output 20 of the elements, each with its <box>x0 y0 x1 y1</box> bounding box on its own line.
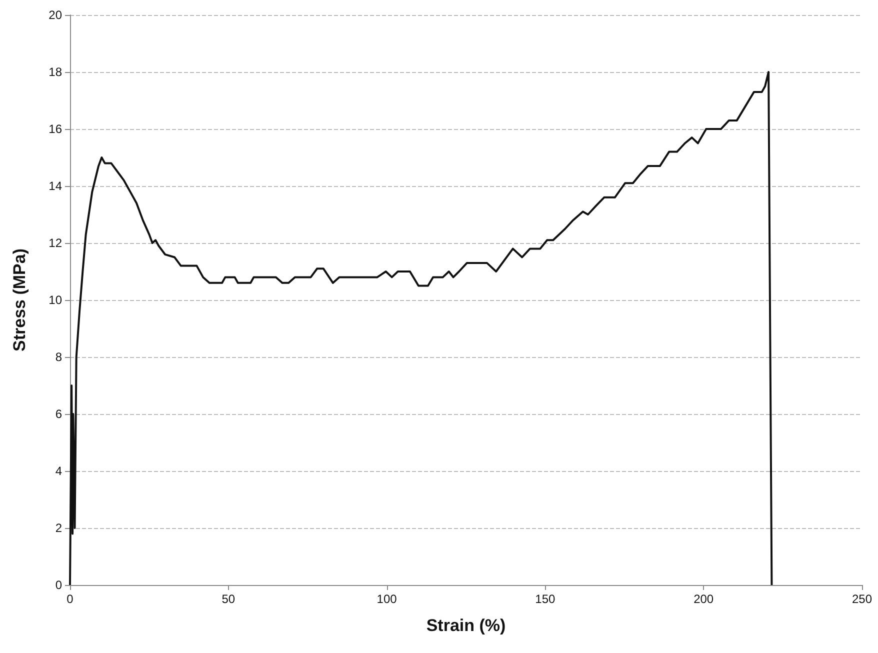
y-tick-label: 16 <box>48 122 62 136</box>
x-tick-label: 0 <box>66 592 74 606</box>
x-tick-label: 100 <box>376 592 398 606</box>
y-tick-label: 20 <box>48 8 62 22</box>
y-tick-label: 2 <box>55 521 62 535</box>
x-axis-title: Strain (%) <box>426 616 506 635</box>
y-tick-label: 18 <box>48 65 62 79</box>
line-series <box>69 71 773 586</box>
y-tick-label: 8 <box>55 350 62 364</box>
y-tick-label: 10 <box>48 293 62 307</box>
y-tick-label: 0 <box>55 578 62 592</box>
x-tick-label: 150 <box>535 592 556 606</box>
y-axis-title: Stress (MPa) <box>10 248 29 352</box>
y-tick-label: 12 <box>48 236 62 250</box>
y-tick-label: 14 <box>48 179 62 193</box>
y-tick-label: 6 <box>55 407 62 421</box>
x-tick-label: 250 <box>852 592 872 606</box>
x-tick-label: 200 <box>694 592 714 606</box>
x-tick-label: 50 <box>222 592 236 606</box>
y-tick-label: 4 <box>55 464 62 478</box>
